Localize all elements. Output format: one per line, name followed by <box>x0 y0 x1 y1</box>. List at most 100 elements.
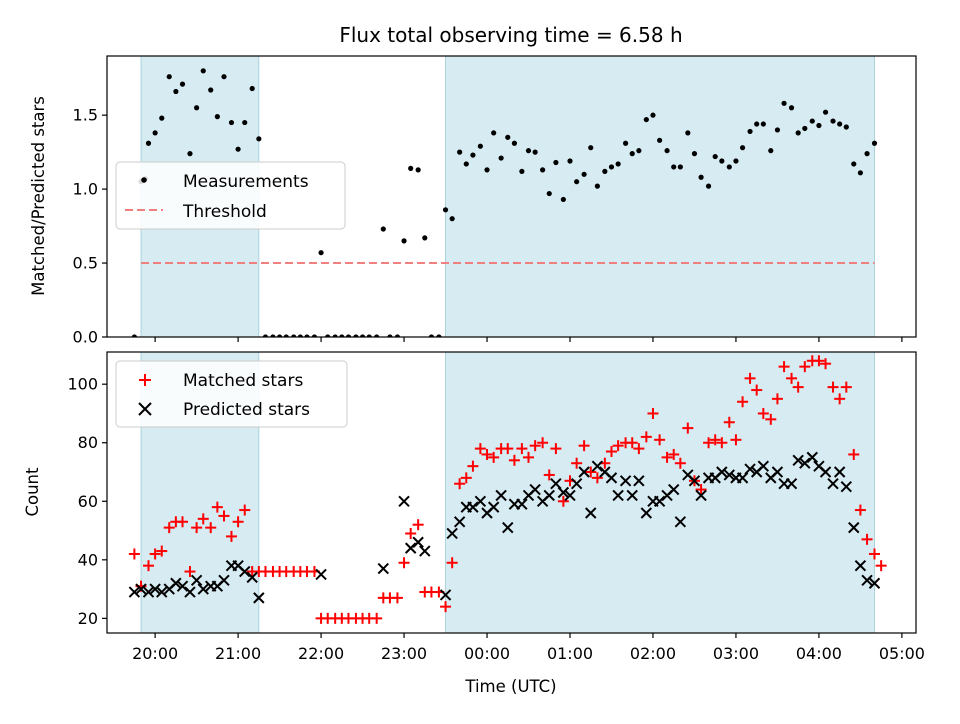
bottom-y-tick-label: 100 <box>67 375 98 394</box>
bottom-predicted-point <box>239 565 251 578</box>
top-measurement-point <box>691 151 698 157</box>
bottom-matched-point <box>232 516 244 528</box>
bottom-x-tick-label: 20:00 <box>132 644 178 663</box>
top-axes-frame <box>106 55 917 338</box>
bottom-predicted-point <box>757 460 770 472</box>
bottom-matched-point <box>661 451 673 463</box>
top-measurement-point <box>449 216 455 222</box>
bottom-matched-point <box>391 592 403 604</box>
top-measurement-point <box>498 155 504 161</box>
top-measurement-point <box>615 161 621 167</box>
top-measurement-point <box>339 334 345 337</box>
bottom-matched-point <box>460 472 472 484</box>
bottom-predicted-point <box>197 583 209 595</box>
top-measurement-point <box>705 183 712 189</box>
bottom-matched-point <box>571 457 583 469</box>
top-measurement-point <box>546 190 552 197</box>
bottom-matched-point <box>848 448 860 460</box>
top-measurement-point <box>484 167 490 173</box>
bottom-matched-point <box>605 446 617 458</box>
bottom-predicted-point <box>653 495 666 507</box>
top-measurement-point <box>374 334 380 337</box>
top-measurement-point <box>802 125 808 132</box>
bottom-predicted-point <box>723 469 736 481</box>
bottom-matched-point <box>550 443 562 455</box>
bottom-matched-point <box>640 431 652 443</box>
top-measurement-point <box>359 334 366 337</box>
bottom-predicted-point <box>585 507 597 519</box>
bottom-matched-point <box>861 533 873 545</box>
bottom-predicted-point <box>833 466 846 478</box>
top-measurement-point <box>415 167 421 173</box>
bottom-matched-point <box>481 448 493 460</box>
top-measurement-point <box>242 119 248 126</box>
bottom-matched-point <box>730 434 742 446</box>
bottom-predicted-point <box>184 586 196 598</box>
bottom-predicted-point <box>799 457 811 469</box>
bottom-matched-point <box>765 413 777 425</box>
top-legend: Measurements Threshold <box>115 161 346 230</box>
bottom-predicted-point <box>564 489 576 502</box>
bottom-predicted-point <box>861 574 873 587</box>
bottom-matched-point <box>177 516 189 528</box>
top-panel: 0.0 0.5 1.0 1.5 Measurements Threshold <box>73 55 917 347</box>
top-measurement-point <box>733 158 739 164</box>
top-measurement-point <box>781 100 787 106</box>
bottom-axes-frame <box>106 351 917 634</box>
top-measurement-point <box>470 152 476 158</box>
top-measurement-point <box>208 87 214 93</box>
top-measurement-point <box>843 124 849 130</box>
top-measurement-point <box>795 130 801 136</box>
bottom-matched-point <box>205 522 217 534</box>
top-measurement-point <box>159 115 165 121</box>
top-measurement-point <box>394 334 401 337</box>
bottom-predicted-point <box>377 562 390 575</box>
bottom-matched-point <box>834 393 846 405</box>
bottom-matched-point <box>668 448 680 460</box>
top-measurement-point <box>871 140 878 146</box>
bottom-matched-point <box>197 513 209 525</box>
top-measurement-point <box>131 334 137 337</box>
top-measurement-point <box>677 164 683 170</box>
top-measurement-point <box>739 145 746 151</box>
bottom-predicted-point <box>156 586 168 598</box>
bottom-matched-point <box>633 443 645 455</box>
bottom-x-tick-label: 03:00 <box>713 644 759 663</box>
top-measurement-point <box>318 250 324 256</box>
bottom-predicted-point <box>218 574 230 587</box>
top-measurement-point <box>249 85 255 92</box>
bottom-predicted-point <box>716 466 728 478</box>
x-axis-label: Time (UTC) <box>464 677 556 696</box>
top-measurement-point <box>256 136 262 142</box>
bottom-predicted-point <box>688 475 701 487</box>
bottom-predicted-point <box>315 568 327 581</box>
bottom-predicted-point <box>591 460 604 472</box>
top-measurement-point <box>719 158 725 164</box>
bottom-matched-point <box>142 560 154 572</box>
top-measurement-point <box>152 130 158 136</box>
bottom-matched-point <box>703 437 715 449</box>
top-measurement-point <box>345 334 352 337</box>
bottom-matched-point <box>827 381 839 393</box>
top-measurement-point <box>270 334 276 337</box>
top-measurement-point <box>664 148 670 154</box>
bottom-matched-point <box>454 478 466 490</box>
top-measurement-point <box>712 153 718 160</box>
top-measurement-point <box>235 146 241 152</box>
bottom-matched-point <box>591 472 603 484</box>
bottom-predicted-point <box>633 475 645 487</box>
top-measurement-point <box>726 164 732 170</box>
top-measurement-point <box>540 167 546 173</box>
bottom-predicted-point <box>439 589 452 601</box>
top-y-tick-label: 0.5 <box>73 254 98 273</box>
top-measurement-point <box>685 130 691 136</box>
bottom-matched-point <box>744 372 756 384</box>
bottom-matched-point <box>723 416 735 428</box>
bottom-predicted-point <box>605 472 618 484</box>
top-measurement-point <box>428 334 435 337</box>
top-y-tick-label: 1.0 <box>73 180 98 199</box>
bottom-predicted-point <box>419 545 431 557</box>
bottom-predicted-point <box>827 478 839 490</box>
bottom-matched-point <box>578 440 590 452</box>
